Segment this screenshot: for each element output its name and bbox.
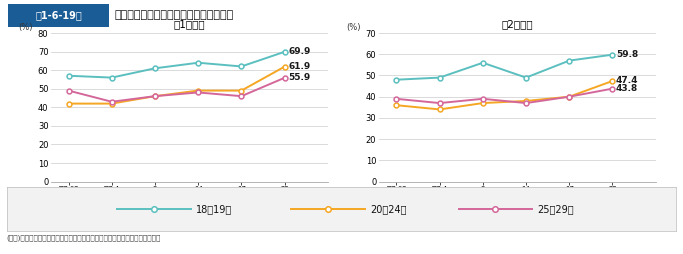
Text: (%): (%) [18,23,33,31]
Text: 18～19歳: 18～19歳 [196,204,232,214]
Text: 第1-6-19図: 第1-6-19図 [36,10,82,20]
Text: (%): (%) [346,23,361,31]
Text: 20～24歳: 20～24歳 [370,204,407,214]
Text: 59.8: 59.8 [616,50,638,59]
Text: 47.4: 47.4 [616,76,639,86]
Text: (年): (年) [309,195,320,204]
Text: 69.9: 69.9 [288,47,311,56]
Text: (年): (年) [637,195,647,204]
Text: 43.8: 43.8 [616,84,638,93]
Text: 61.9: 61.9 [288,62,310,71]
Text: 交際している異性がいない未婚者の割合: 交際している異性がいない未婚者の割合 [115,10,234,20]
Text: 25～29歳: 25～29歳 [538,204,574,214]
Text: (出典)　国立社会保障・人口問題研究所『出生動向基本調査（独身者調査）』: (出典) 国立社会保障・人口問題研究所『出生動向基本調査（独身者調査）』 [7,235,161,241]
Title: （1）男性: （1）男性 [173,20,206,29]
Title: （2）女性: （2）女性 [501,20,533,29]
Text: 55.9: 55.9 [288,73,310,82]
